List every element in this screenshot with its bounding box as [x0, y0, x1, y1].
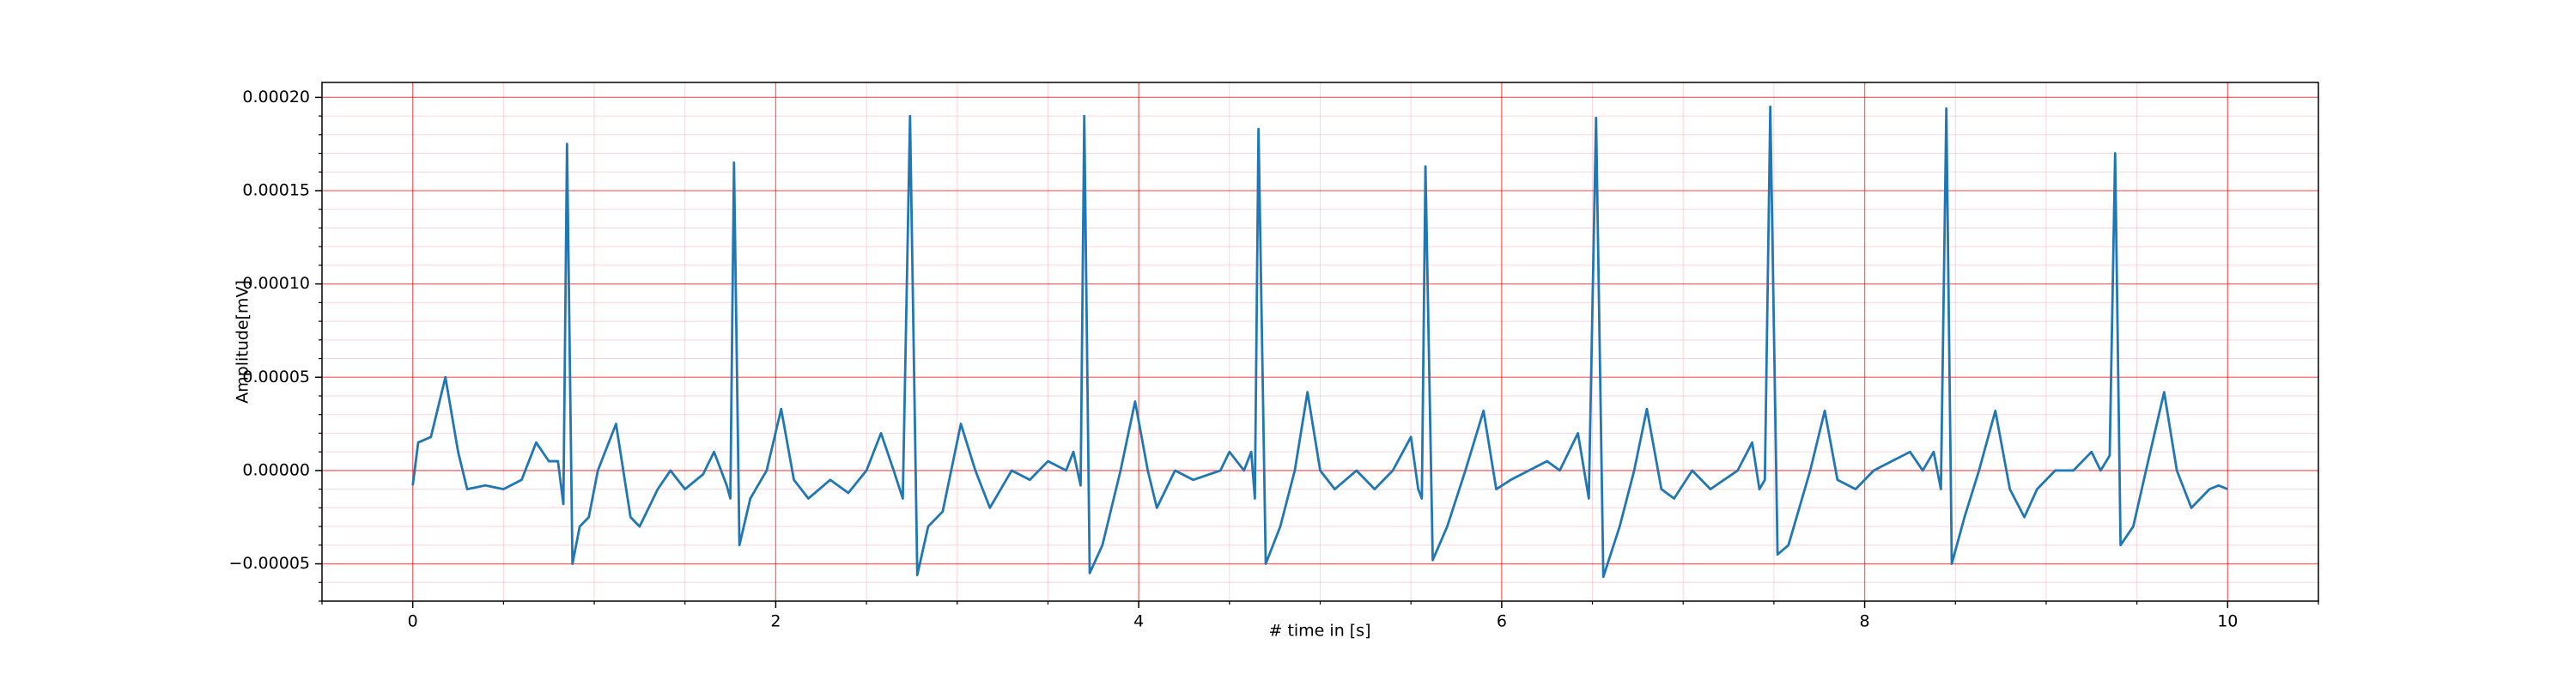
x-tick-label: 2: [770, 612, 781, 631]
signal-line: [411, 105, 2228, 579]
x-tick-label: 8: [1860, 612, 1870, 631]
y-tick-label: 0.00020: [242, 88, 310, 106]
plot-frame: [321, 82, 2319, 602]
y-tick-label: 0.00010: [242, 274, 310, 293]
y-tick-label: −0.00005: [229, 554, 311, 573]
x-tick-label: 6: [1497, 612, 1507, 631]
y-tick-label: 0.00005: [242, 368, 310, 386]
x-tick-label: 0: [408, 612, 418, 631]
y-tick-label: 0.00000: [242, 460, 310, 479]
x-tick-label: 10: [2217, 612, 2238, 631]
x-tick-label: 4: [1133, 612, 1144, 631]
y-axis-label: Amplitude[mV]: [234, 280, 252, 404]
x-axis-label: # time in [s]: [1268, 622, 1370, 641]
y-tick-label: 0.00015: [242, 181, 310, 200]
